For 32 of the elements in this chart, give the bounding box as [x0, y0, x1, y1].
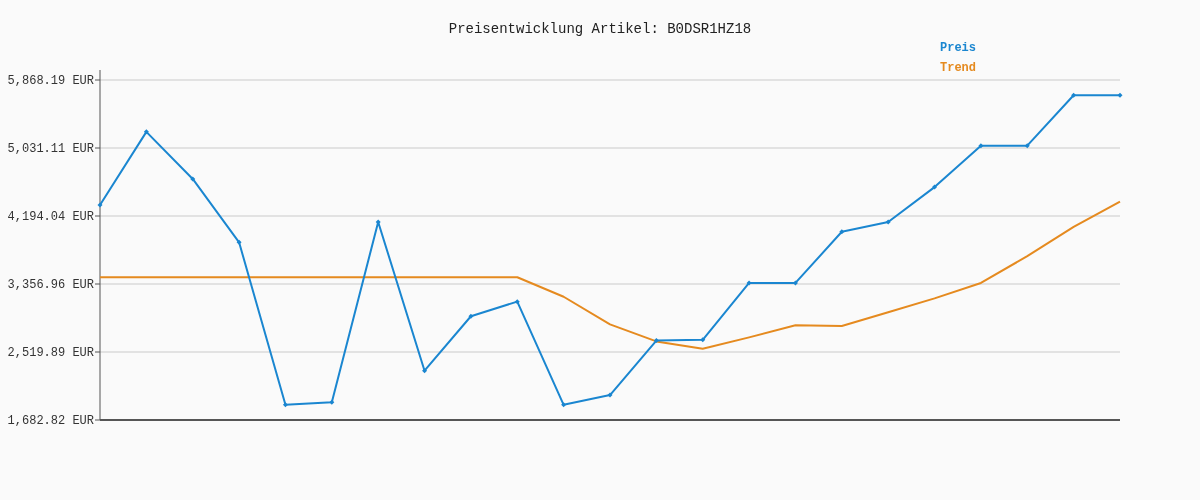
y-tick-label: 2,519.89 EUR [7, 346, 94, 360]
point [190, 176, 196, 182]
point [839, 229, 845, 235]
point [607, 392, 613, 398]
line-series [99, 200, 1121, 350]
point [329, 399, 335, 405]
point [700, 337, 706, 343]
point [653, 338, 659, 344]
point [885, 219, 891, 225]
point [746, 280, 752, 286]
point [1071, 92, 1077, 98]
point [932, 184, 938, 190]
y-tick-label: 5,031.11 EUR [7, 142, 94, 156]
text: Preis [940, 41, 977, 55]
text: Trend [940, 61, 977, 75]
point [143, 129, 149, 135]
point [282, 402, 288, 408]
point [97, 202, 103, 208]
chart-title: Preisentwicklung Artikel: B0DSR1HZ18 [448, 21, 752, 37]
point [978, 143, 984, 149]
y-tick-label: 1,682.82 EUR [7, 414, 94, 428]
point [514, 299, 520, 305]
point [375, 219, 381, 225]
point [1117, 92, 1123, 98]
point [468, 313, 474, 319]
point [422, 368, 428, 374]
point [1024, 143, 1030, 149]
point [236, 239, 242, 245]
y-tick-label: 3,356.96 EUR [7, 278, 94, 292]
point [561, 402, 567, 408]
y-tick-label: 4,194.04 EUR [7, 210, 94, 224]
y-tick-label: 5,868.19 EUR [7, 74, 94, 88]
